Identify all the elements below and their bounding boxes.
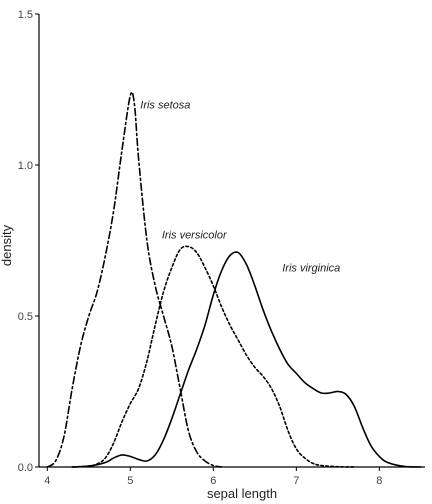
- series-label: Iris versicolor: [162, 229, 228, 241]
- density-series: [46, 91, 422, 468]
- density-line-iris-virginica: [71, 251, 422, 468]
- y-axis-title: density: [0, 224, 14, 266]
- x-tick-label: 4: [44, 475, 50, 487]
- x-tick-label: 5: [127, 475, 133, 487]
- series-label: Iris setosa: [140, 100, 190, 112]
- series-label: Iris virginica: [282, 263, 340, 275]
- y-tick-label: 1.5: [18, 9, 33, 21]
- x-tick-label: 8: [376, 475, 382, 487]
- x-tick-label: 6: [210, 475, 216, 487]
- y-tick-label: 0.5: [18, 311, 33, 323]
- density-line-iris-setosa: [46, 91, 223, 468]
- x-axis-ticks: 4 5 6 7 8: [44, 467, 382, 487]
- y-axis-ticks: 0.0 0.5 1.0 1.5: [18, 9, 39, 474]
- x-axis-title: sepal length: [207, 486, 277, 501]
- y-tick-label: 1.0: [18, 160, 33, 172]
- series-labels: Iris setosa Iris versicolor Iris virginica: [140, 100, 340, 275]
- density-line-iris-versicolor: [71, 245, 356, 468]
- y-tick-label: 0.0: [18, 462, 33, 474]
- x-tick-label: 7: [293, 475, 299, 487]
- axes: [38, 14, 425, 468]
